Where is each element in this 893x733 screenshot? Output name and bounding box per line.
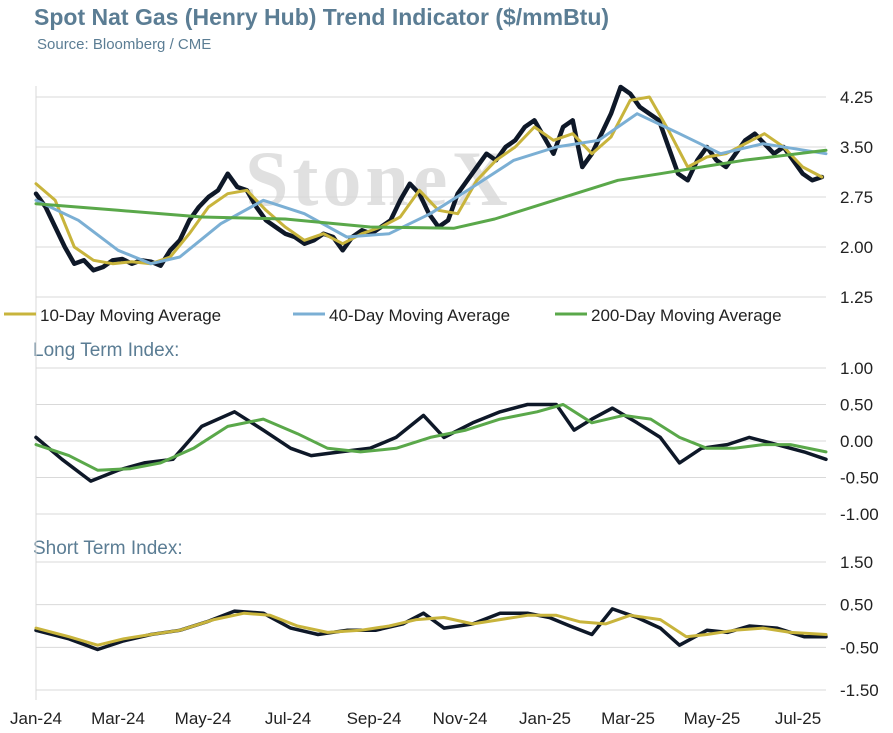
series-layer [33,84,828,652]
y-tick-label: 0.50 [840,596,873,615]
long-term-signal-line [34,403,828,472]
ma10-line [34,95,824,266]
short-term-panel-title: Short Term Index: [33,538,183,559]
x-tick-label: Jan-24 [10,709,62,728]
legend-item-ma10-label: 10-Day Moving Average [40,306,221,325]
y-tick-label: 1.50 [840,553,873,572]
ma200-line [34,148,828,230]
short-term-signal-line [34,611,828,647]
y-tick-label: 2.75 [840,188,873,207]
x-tick-label: Nov-24 [433,709,488,728]
y-tick-label: -1.00 [840,505,879,524]
y-tick-label: -1.50 [840,681,879,700]
y-tick-label: -0.50 [840,469,879,488]
y-tick-label: 2.00 [840,238,873,257]
y-tick-label: 1.25 [840,288,873,307]
legend: 10-Day Moving Average 40-Day Moving Avera… [4,306,782,325]
x-tick-label: Mar-24 [91,709,145,728]
chart-title: Spot Nat Gas (Henry Hub) Trend Indicator… [34,4,610,30]
y-tick-label: 0.00 [840,432,873,451]
grid-layer [35,86,826,700]
tick-layer: 4.25 3.50 2.75 2.00 1.25 1.00 0.50 0.00 -0.50 -1.… [10,88,879,728]
x-tick-label: Mar-25 [601,709,655,728]
long-term-panel-title: Long Term Index: [33,340,180,361]
y-tick-label: 4.25 [840,88,873,107]
legend-item-ma40-label: 40-Day Moving Average [329,306,510,325]
x-tick-label: May-25 [684,709,741,728]
long-term-index-line [34,402,828,483]
x-tick-label: Jul-25 [775,709,821,728]
x-tick-label: Jan-25 [519,709,571,728]
short-term-index-line [34,607,828,652]
x-tick-label: Sep-24 [347,709,402,728]
y-tick-label: 1.00 [840,359,873,378]
chart-source: Source: Bloomberg / CME [37,36,212,53]
legend-item-ma200-label: 200-Day Moving Average [591,306,782,325]
x-tick-label: May-24 [175,709,232,728]
y-tick-label: 3.50 [840,138,873,157]
x-tick-label: Jul-24 [265,709,311,728]
y-tick-label: 0.50 [840,396,873,415]
ma40-line [34,112,828,266]
y-tick-label: -0.50 [840,638,879,657]
